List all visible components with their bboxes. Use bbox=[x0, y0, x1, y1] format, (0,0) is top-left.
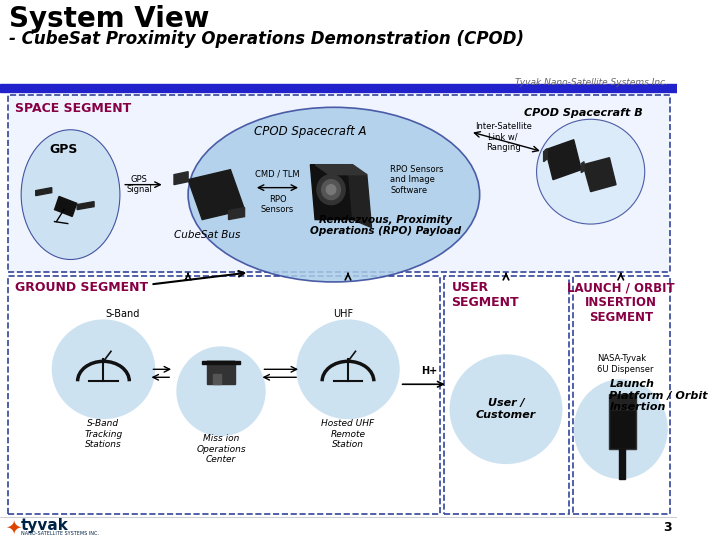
Polygon shape bbox=[228, 207, 245, 220]
Polygon shape bbox=[583, 158, 616, 192]
Polygon shape bbox=[619, 449, 624, 479]
Polygon shape bbox=[581, 161, 584, 173]
Ellipse shape bbox=[52, 319, 156, 419]
Ellipse shape bbox=[449, 354, 562, 464]
Text: S-Band
Tracking
Stations: S-Band Tracking Stations bbox=[84, 419, 122, 449]
Text: CPOD Spacecraft B: CPOD Spacecraft B bbox=[523, 108, 642, 118]
Text: RPO Sensors
and Image
Software: RPO Sensors and Image Software bbox=[390, 165, 444, 194]
Text: GPS: GPS bbox=[50, 143, 78, 156]
Text: USER
SEGMENT: USER SEGMENT bbox=[451, 281, 519, 309]
Text: CPOD Spacecraft A: CPOD Spacecraft A bbox=[254, 125, 366, 138]
Polygon shape bbox=[546, 140, 581, 180]
Text: System View: System View bbox=[9, 5, 210, 33]
Text: Tyvak Nano-Satellite Systems Inc.: Tyvak Nano-Satellite Systems Inc. bbox=[515, 78, 667, 87]
Text: S-Band: S-Band bbox=[105, 309, 140, 319]
Text: GPS
Signal: GPS Signal bbox=[126, 174, 152, 194]
Text: SPACE SEGMENT: SPACE SEGMENT bbox=[15, 102, 131, 115]
Polygon shape bbox=[315, 165, 366, 174]
Ellipse shape bbox=[574, 379, 667, 479]
Text: GROUND SEGMENT: GROUND SEGMENT bbox=[15, 281, 148, 294]
Text: Inter-Satellite
Link w/
Ranging: Inter-Satellite Link w/ Ranging bbox=[474, 122, 531, 152]
Bar bbox=[7, 276, 440, 514]
Text: NANO-SATELLITE SYSTEMS INC.: NANO-SATELLITE SYSTEMS INC. bbox=[21, 531, 99, 536]
Bar bbox=[573, 276, 670, 514]
Ellipse shape bbox=[536, 119, 644, 224]
Polygon shape bbox=[188, 170, 245, 220]
Ellipse shape bbox=[21, 130, 120, 260]
Text: NASA-Tyvak
6U Dispenser: NASA-Tyvak 6U Dispenser bbox=[597, 354, 654, 374]
Bar bbox=[55, 197, 77, 217]
Polygon shape bbox=[348, 165, 372, 227]
Polygon shape bbox=[310, 165, 353, 220]
Ellipse shape bbox=[188, 107, 480, 282]
Polygon shape bbox=[544, 148, 547, 161]
Text: Rendezvous, Proximity
Operations (RPO) Payload: Rendezvous, Proximity Operations (RPO) P… bbox=[310, 214, 462, 236]
Text: RPO
Sensors: RPO Sensors bbox=[261, 194, 294, 214]
Circle shape bbox=[326, 185, 336, 194]
Polygon shape bbox=[214, 374, 221, 384]
Bar bbox=[609, 409, 636, 449]
Polygon shape bbox=[174, 172, 188, 185]
Text: User /
Customer: User / Customer bbox=[476, 399, 536, 420]
Text: LAUNCH / ORBIT
INSERTION
SEGMENT: LAUNCH / ORBIT INSERTION SEGMENT bbox=[567, 281, 675, 325]
Bar bbox=[0, 517, 678, 539]
Text: UHF: UHF bbox=[333, 309, 354, 319]
Bar bbox=[0, 0, 678, 85]
Polygon shape bbox=[36, 187, 52, 195]
Polygon shape bbox=[77, 201, 94, 210]
Text: Hosted UHF
Remote
Station: Hosted UHF Remote Station bbox=[321, 419, 374, 449]
Text: H+: H+ bbox=[420, 366, 437, 376]
Text: Miss ion
Operations
Center: Miss ion Operations Center bbox=[197, 434, 246, 464]
Circle shape bbox=[317, 174, 345, 205]
Bar bbox=[7, 95, 670, 273]
Text: CMD / TLM: CMD / TLM bbox=[255, 170, 300, 179]
Text: ✦: ✦ bbox=[6, 518, 22, 537]
Bar bbox=[0, 84, 678, 92]
Polygon shape bbox=[202, 361, 240, 365]
Polygon shape bbox=[207, 364, 235, 384]
Polygon shape bbox=[207, 361, 235, 365]
Text: - CubeSat Proximity Operations Demonstration (CPOD): - CubeSat Proximity Operations Demonstra… bbox=[9, 30, 524, 48]
Text: CubeSat Bus: CubeSat Bus bbox=[174, 230, 240, 240]
Bar bbox=[444, 276, 569, 514]
Bar bbox=[609, 394, 636, 409]
Text: tyvak: tyvak bbox=[21, 518, 68, 534]
Ellipse shape bbox=[176, 346, 266, 436]
Text: Launch
Platform / Orbit
Insertion: Launch Platform / Orbit Insertion bbox=[609, 379, 708, 413]
Circle shape bbox=[322, 180, 341, 200]
Text: 3: 3 bbox=[663, 522, 672, 535]
Ellipse shape bbox=[296, 319, 400, 419]
